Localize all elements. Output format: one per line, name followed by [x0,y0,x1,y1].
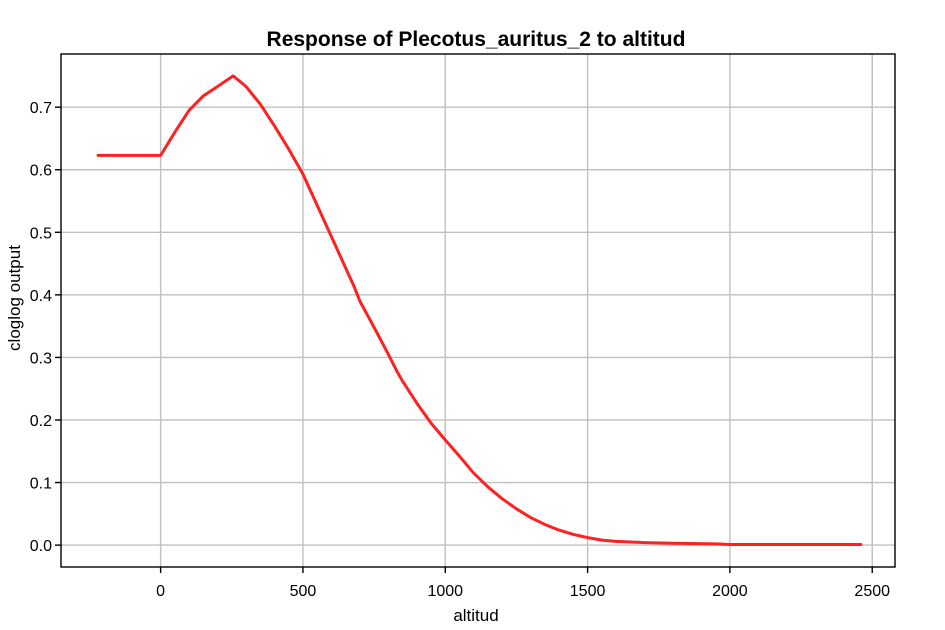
series-layer [96,74,863,546]
x-tick-label: 2500 [854,583,890,600]
x-tick-label: 500 [290,583,317,600]
y-tick-label: 0.4 [30,288,52,305]
y-tick-label: 0.1 [30,476,52,493]
y-tick-label: 0.6 [30,163,52,180]
y-axis-label: cloglog output [5,245,24,351]
x-tick-label: 2000 [712,583,748,600]
y-tick-label: 0.5 [30,225,52,242]
y-tick-label: 0.3 [30,350,52,367]
y-tick-label: 0.0 [30,538,52,555]
x-tick-label: 1500 [570,583,606,600]
x-axis-label: altitud [453,606,498,625]
y-tick-label: 0.7 [30,100,52,117]
response-series-line [96,74,863,546]
ticks-layer: 0 500 1000 1500 2000 2500 0.0 0.1 0.2 0.3 0.4 0.5 0.… [30,100,890,600]
x-tick-label: 1000 [427,583,463,600]
plot-frame [60,53,896,568]
grid-layer [61,54,895,567]
chart-title: Response of Plecotus_auritus_2 to altitu… [267,28,686,51]
y-tick-label: 0.2 [30,413,52,430]
x-tick-label: 0 [156,583,165,600]
